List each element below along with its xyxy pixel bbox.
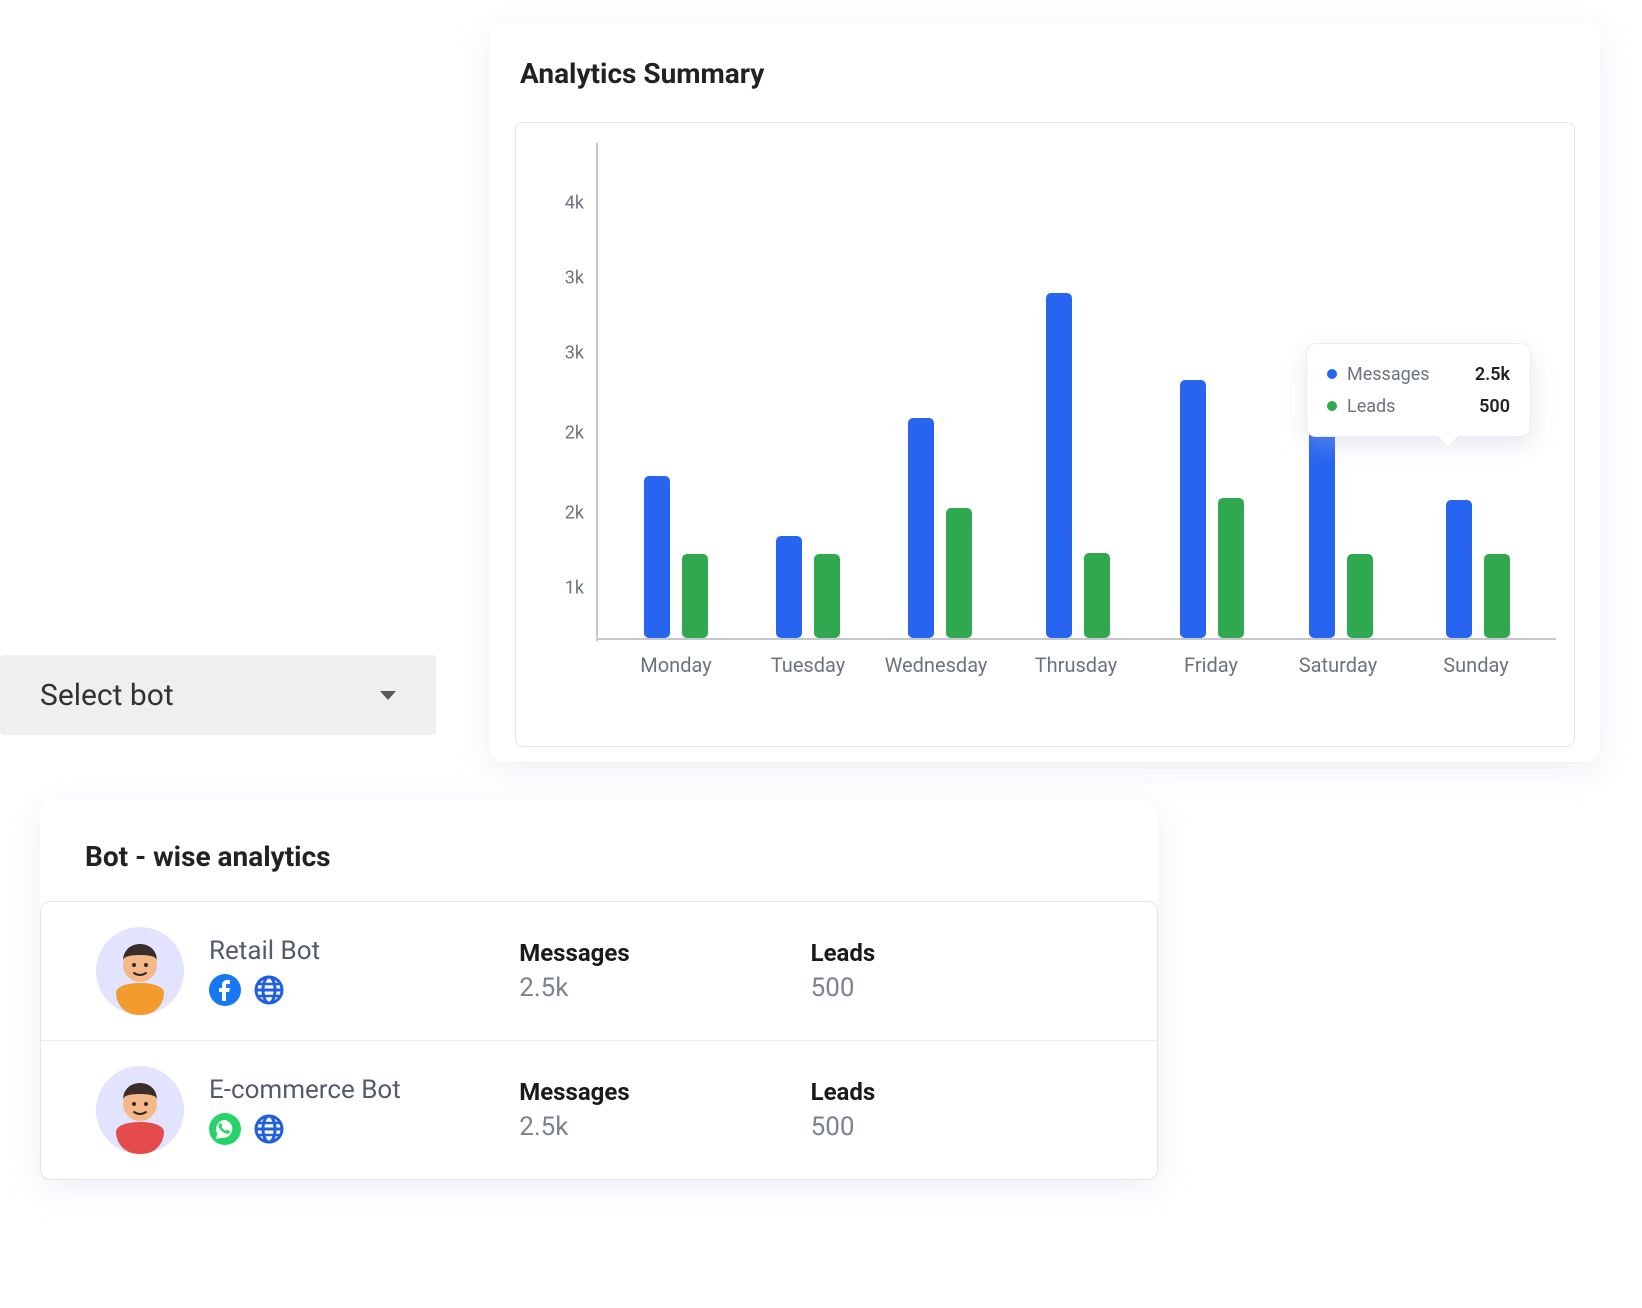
chart-x-label: Tuesday bbox=[738, 653, 878, 677]
metric-value: 500 bbox=[811, 1112, 1102, 1142]
tooltip-row: Messages 2.5k bbox=[1327, 358, 1510, 390]
web-icon bbox=[253, 1113, 285, 1145]
metric-value: 500 bbox=[811, 973, 1102, 1003]
chart-y-tick: 2k bbox=[565, 503, 584, 524]
legend-dot-icon bbox=[1327, 369, 1337, 379]
botwise-title: Bot - wise analytics bbox=[85, 840, 1158, 873]
metric-leads: Leads 500 bbox=[811, 939, 1102, 1003]
chart-x-label: Saturday bbox=[1268, 653, 1408, 677]
chart-y-tick: 3k bbox=[565, 268, 584, 289]
bot-avatar bbox=[96, 1066, 184, 1154]
facebook-icon bbox=[209, 974, 241, 1006]
bot-channel-icons bbox=[209, 974, 519, 1006]
whatsapp-icon bbox=[209, 1113, 241, 1145]
tooltip-series-value: 2.5k bbox=[1475, 364, 1510, 385]
chart-x-axis-line bbox=[596, 638, 1556, 640]
chart-bar-messages[interactable] bbox=[1446, 500, 1472, 638]
chart-bar-messages[interactable] bbox=[1180, 380, 1206, 638]
chart-tooltip: Messages 2.5k Leads 500 bbox=[1306, 343, 1531, 437]
bot-channel-icons bbox=[209, 1113, 519, 1145]
chart-y-tick: 3k bbox=[565, 343, 584, 364]
analytics-chart: 4k 3k 3k 2k 2k 1k MondayTuesdayWednesdayThrus… bbox=[536, 143, 1554, 726]
chart-bar-leads[interactable] bbox=[1218, 498, 1244, 638]
chart-y-tick: 2k bbox=[565, 423, 584, 444]
bot-avatar bbox=[96, 927, 184, 1015]
chart-y-axis: 4k 3k 3k 2k 2k 1k bbox=[536, 143, 596, 638]
botwise-analytics-card: Bot - wise analytics Retail BotMessages2… bbox=[40, 800, 1158, 1180]
metric-leads: Leads 500 bbox=[811, 1078, 1102, 1142]
tooltip-series-label: Messages bbox=[1347, 364, 1430, 385]
bot-row[interactable]: E-commerce BotMessages 2.5kLeads 500 bbox=[41, 1041, 1157, 1179]
metric-label: Messages bbox=[519, 939, 810, 967]
chart-bar-leads[interactable] bbox=[1484, 554, 1510, 638]
tooltip-series-label: Leads bbox=[1347, 396, 1395, 417]
chart-bar-messages[interactable] bbox=[1309, 416, 1335, 638]
select-bot-label: Select bot bbox=[40, 678, 174, 713]
tooltip-row: Leads 500 bbox=[1327, 390, 1510, 422]
bot-info: Retail Bot bbox=[209, 936, 519, 1006]
bot-name: E-commerce Bot bbox=[209, 1075, 519, 1105]
bot-row[interactable]: Retail BotMessages 2.5kLeads 500 bbox=[41, 902, 1157, 1041]
metric-label: Leads bbox=[811, 1078, 1102, 1106]
tooltip-series-value: 500 bbox=[1479, 396, 1510, 417]
metric-value: 2.5k bbox=[519, 973, 810, 1003]
botwise-table: Retail BotMessages2.5kLeads500 E-commerc… bbox=[40, 901, 1158, 1180]
bot-name: Retail Bot bbox=[209, 936, 519, 966]
legend-dot-icon bbox=[1327, 401, 1337, 411]
chart-y-tick: 4k bbox=[565, 193, 584, 214]
chevron-down-icon bbox=[380, 691, 396, 700]
chart-bar-leads[interactable] bbox=[946, 508, 972, 638]
chart-bar-messages[interactable] bbox=[644, 476, 670, 638]
chart-bar-leads[interactable] bbox=[814, 554, 840, 638]
chart-y-tick: 1k bbox=[565, 578, 584, 599]
chart-bar-messages[interactable] bbox=[908, 418, 934, 638]
metric-label: Leads bbox=[811, 939, 1102, 967]
chart-x-label: Friday bbox=[1141, 653, 1281, 677]
chart-x-label: Monday bbox=[606, 653, 746, 677]
chart-bar-messages[interactable] bbox=[776, 536, 802, 638]
web-icon bbox=[253, 974, 285, 1006]
chart-bar-messages[interactable] bbox=[1046, 293, 1072, 638]
bot-info: E-commerce Bot bbox=[209, 1075, 519, 1145]
chart-x-label: Thrusday bbox=[1006, 653, 1146, 677]
chart-bar-leads[interactable] bbox=[1084, 553, 1110, 638]
metric-value: 2.5k bbox=[519, 1112, 810, 1142]
chart-bar-leads[interactable] bbox=[682, 554, 708, 638]
metric-messages: Messages 2.5k bbox=[519, 1078, 810, 1142]
metric-messages: Messages 2.5k bbox=[519, 939, 810, 1003]
metric-label: Messages bbox=[519, 1078, 810, 1106]
chart-bar-leads[interactable] bbox=[1347, 554, 1373, 638]
chart-x-label: Wednesday bbox=[866, 653, 1006, 677]
analytics-chart-frame: 4k 3k 3k 2k 2k 1k MondayTuesdayWednesdayThrus… bbox=[515, 122, 1575, 747]
analytics-summary-title: Analytics Summary bbox=[520, 57, 764, 90]
select-bot-dropdown[interactable]: Select bot bbox=[0, 655, 436, 735]
chart-x-label: Sunday bbox=[1406, 653, 1546, 677]
analytics-summary-card: Analytics Summary 4k 3k 3k 2k 2k 1k MondayTue… bbox=[490, 22, 1600, 762]
